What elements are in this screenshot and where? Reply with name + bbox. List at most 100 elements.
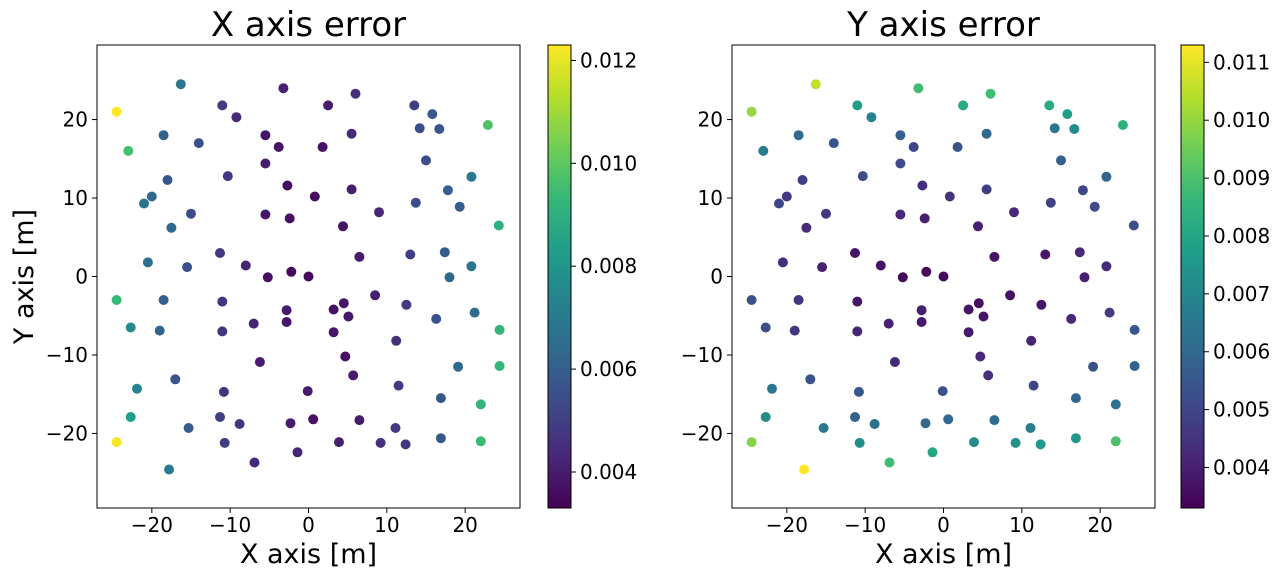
scatter-point: [1045, 197, 1056, 208]
scatter-point: [400, 439, 411, 450]
x-tick-label: −10: [209, 513, 251, 537]
scatter-point: [317, 142, 328, 152]
scatter-point: [884, 457, 895, 468]
scatter-point: [222, 171, 233, 182]
scatter-point: [454, 201, 465, 212]
scatter-point: [282, 180, 293, 191]
scatter-point: [793, 295, 804, 305]
scatter-point: [895, 130, 906, 141]
scatter-point: [869, 419, 880, 429]
scatter-point: [434, 124, 445, 134]
scatter-point: [793, 130, 804, 141]
x-axis-label: X axis [m]: [240, 539, 377, 570]
scatter-point: [166, 222, 177, 233]
scatter-point: [1056, 155, 1066, 166]
scatter-point: [391, 335, 402, 346]
scatter-point: [760, 322, 771, 333]
scatter-point: [920, 418, 931, 429]
scatter-point: [219, 437, 230, 448]
scatter-point: [981, 128, 992, 139]
scatter-point: [158, 130, 169, 141]
scatter-point: [789, 325, 800, 336]
scatter-point: [850, 412, 860, 422]
scatter-point: [866, 112, 877, 123]
scatter-point: [1110, 436, 1121, 447]
scatter-point: [309, 191, 320, 202]
scatter-point: [215, 412, 225, 422]
scatter-point: [1066, 313, 1077, 324]
scatter-point: [853, 386, 864, 397]
scatter-point: [989, 251, 1000, 262]
scatter-point: [916, 317, 927, 327]
scatter-point: [919, 213, 930, 224]
scatter-point: [284, 213, 295, 224]
scatter-point: [963, 327, 974, 338]
scatter-point: [1074, 247, 1085, 258]
y-tick-label: −10: [46, 343, 88, 367]
chart-title: X axis error: [211, 5, 406, 45]
scatter-point: [158, 295, 169, 305]
scatter-point: [493, 220, 504, 231]
scatter-point: [328, 327, 339, 338]
scatter-point: [774, 198, 784, 209]
scatter-point: [390, 423, 401, 433]
panel-y-error: Y axis error −20 −10 0 10 20 −20 −10 0 10 20 X axis…: [681, 5, 1270, 570]
scatter-point: [183, 423, 194, 433]
x-tick-label: 0: [937, 513, 950, 537]
scatter-point: [781, 191, 792, 202]
scatter-point: [442, 185, 453, 196]
y-axis-label: Y axis [m]: [9, 209, 40, 345]
scatter-point: [760, 412, 771, 422]
colorbar-tick-label: 0.009: [1213, 166, 1270, 190]
scatter-point: [354, 251, 365, 262]
scatter-point: [1035, 439, 1046, 450]
colorbar-tick-label: 0.005: [1213, 398, 1270, 422]
scatter-point: [278, 83, 289, 94]
y-tick-label: 10: [63, 186, 88, 210]
scatter-point: [466, 171, 477, 182]
scatter-point: [1129, 361, 1140, 371]
colorbar-tick-label: 0.006: [1213, 340, 1270, 364]
chart-title: Y axis error: [846, 5, 1040, 45]
colorbar-tick-label: 0.012: [580, 48, 637, 72]
scatter-point: [285, 418, 296, 429]
scatter-point: [410, 197, 421, 208]
scatter-point: [260, 158, 271, 169]
y-tick-label: 20: [63, 108, 88, 132]
scatter-point: [1009, 207, 1019, 218]
scatter-point: [746, 295, 757, 305]
x-tick-label: 20: [452, 513, 477, 537]
scatter-point: [1077, 185, 1088, 196]
scatter-point: [262, 272, 273, 283]
scatter-point: [975, 351, 986, 362]
scatter-point: [1062, 109, 1073, 120]
scatter-point: [1028, 380, 1039, 391]
scatter-point: [123, 145, 134, 156]
scatter-point: [810, 79, 821, 90]
y-tick-label: −20: [681, 421, 723, 445]
scatter-point: [453, 361, 464, 372]
scatter-point: [978, 311, 989, 322]
y-tick-label: 0: [75, 265, 88, 289]
scatter-point: [828, 138, 839, 149]
scatter-point: [1089, 201, 1100, 212]
scatter-point: [338, 221, 348, 232]
scatter-point: [875, 260, 886, 271]
scatter-point: [182, 262, 193, 273]
scatter-point: [1088, 361, 1099, 372]
scatter-point: [175, 79, 186, 90]
scatter-point: [475, 399, 486, 410]
scatter-point: [401, 299, 412, 310]
colorbar-tick-label: 0.010: [580, 151, 637, 175]
scatter-point: [132, 383, 142, 394]
scatter-point: [850, 248, 860, 258]
scatter-point: [1070, 393, 1081, 404]
scatter-point: [494, 324, 505, 335]
colorbar-tick-label: 0.011: [1213, 50, 1270, 74]
scatter-point: [260, 209, 271, 220]
scatter-point: [338, 298, 349, 309]
colorbar-tick-label: 0.008: [580, 254, 637, 278]
scatter-point: [1104, 307, 1115, 318]
scatter-point: [1069, 124, 1080, 134]
